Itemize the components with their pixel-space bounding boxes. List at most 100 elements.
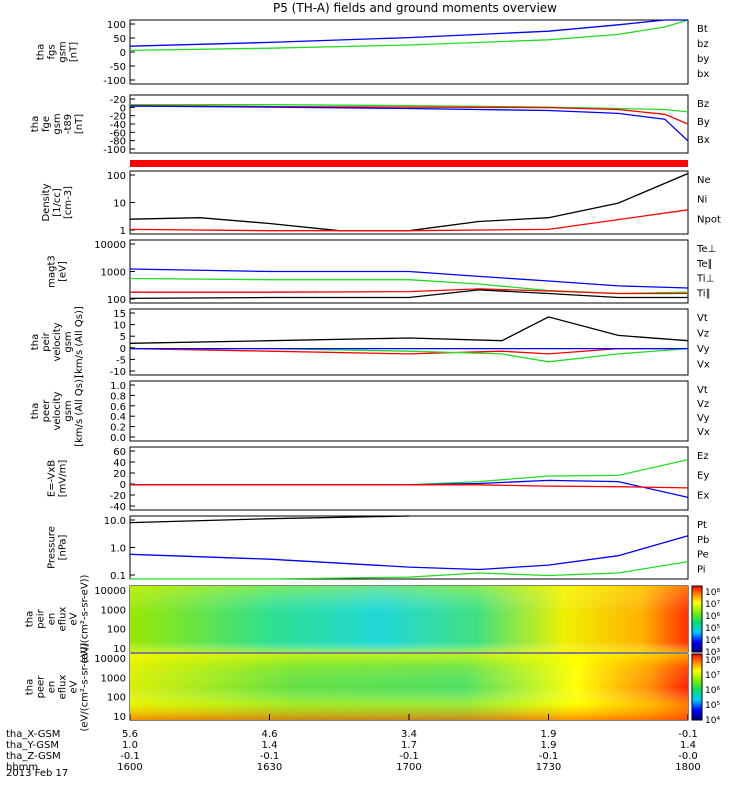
y-tick-label: 10000 — [94, 654, 126, 665]
legend-entry: Ne — [697, 175, 711, 186]
y-label-line: -t89 — [63, 114, 74, 134]
y-label-line: peir — [36, 608, 47, 628]
legend-entry: Vy — [697, 344, 710, 355]
y-tick-label: 100 — [107, 625, 126, 636]
y-tick-label: -20 — [110, 95, 126, 106]
y-tick-label: 50 — [113, 34, 126, 45]
y-label-line: Density — [41, 183, 52, 221]
y-label-line: fgs — [47, 44, 58, 59]
ephemeris-value: 1.7 — [401, 740, 417, 751]
y-label-line: (eV/(cm²-s-sr-eV)) — [80, 574, 91, 663]
ephemeris-value: 1.4 — [262, 740, 278, 751]
colorbar-label: 10⁸ — [705, 656, 720, 666]
colorbar-label: 10⁴ — [705, 636, 720, 646]
ephemeris-value: 1.4 — [680, 740, 696, 751]
y-label-line: E=-VxB — [47, 460, 58, 497]
legend-entry: Vx — [697, 427, 710, 438]
y-label-line: tha — [30, 116, 41, 132]
y-tick-label: -100 — [103, 76, 126, 87]
colorbar-label: 10⁷ — [705, 600, 720, 610]
y-tick-label: 0.6 — [110, 402, 126, 413]
y-tick-label: -20 — [110, 112, 126, 123]
legend-entry: Vt — [697, 385, 708, 396]
legend-entry: Ex — [697, 490, 709, 501]
y-label-line: [1/cc] — [52, 188, 63, 217]
y-tick-label: 100 — [107, 693, 126, 704]
y-tick-label: 0 — [120, 48, 126, 59]
time-tick-label: 1730 — [536, 762, 561, 773]
y-label-line: tha — [25, 611, 36, 627]
legend-entry: Te⊥ — [696, 244, 716, 255]
y-tick-label: 1000 — [101, 605, 126, 616]
y-label-line: en — [47, 613, 58, 626]
y-tick-label: -40 — [110, 502, 126, 513]
series-line-Pe — [130, 560, 689, 580]
series-line-Bx — [129, 105, 689, 142]
y-label-line: Pressure — [47, 526, 58, 569]
y-label-line: [nT] — [74, 114, 85, 134]
legend-entry: Vy — [697, 413, 710, 424]
colorbar-label: 10⁵ — [705, 624, 720, 634]
legend-entry: Ey — [697, 471, 709, 482]
y-label-line: velocity — [52, 322, 63, 361]
y-tick-label: 0.2 — [110, 423, 126, 434]
y-label-line: [nT] — [69, 42, 80, 62]
y-tick-label: 0.4 — [110, 412, 126, 423]
panel-frame — [129, 19, 689, 85]
y-tick-label: -100 — [103, 145, 126, 156]
colorbar-label: 10⁶ — [705, 612, 720, 622]
series-line-Ex — [130, 479, 689, 499]
y-axis-label: Density [1/cc] [cm-3] — [41, 183, 74, 221]
legend-entry: Vz — [697, 329, 709, 340]
panel-2: 100 10 1 Density [1/cc] [cm-3] Ne Ni Npot — [41, 170, 721, 237]
y-label-line: eV — [69, 680, 80, 693]
y-axis-label: Pressure [nPa] — [47, 526, 69, 569]
legend-entry: Pt — [697, 520, 707, 531]
series-line-bx — [129, 19, 688, 47]
y-tick-label: 5 — [120, 332, 126, 343]
colorbar-label: 10⁵ — [705, 701, 720, 711]
colorbar-label: 10⁴ — [705, 716, 720, 726]
y-label-line: gsm — [63, 331, 74, 352]
y-label-line: [mV/m] — [58, 460, 69, 498]
legend-entry: by — [697, 54, 709, 65]
y-label-line: eV — [69, 612, 80, 625]
y-tick-label: 0.0 — [110, 433, 126, 444]
ephemeris-label: tha_Y-GSM — [6, 740, 59, 751]
y-tick-label: 1000 — [101, 673, 126, 684]
panel-frame — [129, 308, 689, 376]
y-tick-label: 10 — [113, 644, 126, 655]
y-axis-label: tha peir velocity gsm [km/s (All Qs)] — [30, 306, 85, 378]
y-tick-label: 1.0 — [110, 381, 126, 392]
legend-entry: Vz — [697, 399, 709, 410]
electron-colorbar — [691, 653, 703, 721]
y-axis-label: magt3 [eV] — [47, 255, 69, 288]
figure-title: P5 (TH-A) fields and ground moments over… — [273, 1, 557, 15]
y-tick-label: -10 — [110, 367, 126, 378]
panel-0: 100 50 0 -50 -100 tha fgs gsm [nT] Bt bz by bx — [36, 19, 709, 87]
panel-5: 1.00.80.60.40.20.0 tha peer velocity gsm [km/… — [30, 375, 710, 447]
legend-entry: bz — [697, 39, 709, 50]
legend-entry: Vt — [697, 313, 708, 324]
y-tick-label: 0.1 — [110, 571, 126, 582]
y-label-line: tha — [36, 44, 47, 60]
panel-frame — [129, 170, 689, 235]
date-label: 2013 Feb 17 — [6, 768, 68, 779]
time-tick-label: 1630 — [257, 762, 282, 773]
y-tick-label: 10 — [113, 712, 126, 723]
y-label-line: gsm — [52, 113, 63, 134]
y-axis-label: tha fgs gsm [nT] — [36, 41, 80, 62]
y-axis-label: E=-VxB [mV/m] — [47, 460, 69, 498]
y-tick-label: 0 — [120, 344, 126, 355]
y-axis-label: tha peir en eflux eV (eV/(cm²-s-sr-eV)) — [25, 574, 91, 663]
ephemeris-label: tha_Z-GSM — [6, 751, 61, 762]
legend-entry: By — [697, 117, 710, 128]
ephemeris-value: 3.4 — [401, 729, 417, 740]
y-tick-label: 0 — [120, 480, 126, 491]
legend-entry: Pi — [697, 564, 706, 575]
legend-entry: Ez — [697, 451, 709, 462]
y-tick-label: 0 — [120, 103, 126, 114]
